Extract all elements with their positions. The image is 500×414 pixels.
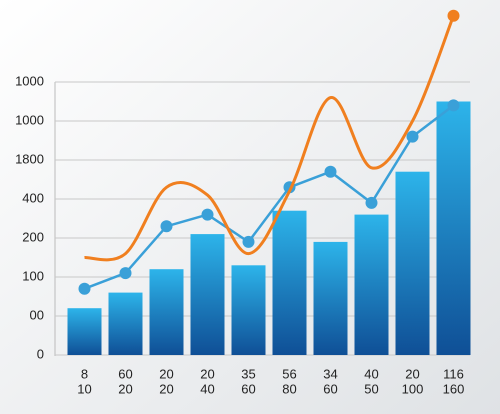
point xyxy=(201,208,214,221)
x-tick-label: 116 xyxy=(443,366,464,381)
point xyxy=(160,220,173,233)
point xyxy=(78,282,91,295)
bar xyxy=(190,234,225,355)
x-tick-label: 60 xyxy=(241,381,255,396)
x-tick-label: 10 xyxy=(77,381,91,396)
bar xyxy=(354,214,389,355)
line xyxy=(84,104,455,290)
point xyxy=(242,235,255,248)
bar xyxy=(313,241,348,355)
x-tick-label: 20 xyxy=(405,366,419,381)
x-tick-label: 80 xyxy=(282,381,296,396)
y-tick-label: 00 xyxy=(30,307,44,322)
point xyxy=(447,99,460,112)
bar xyxy=(395,171,430,355)
x-tick-label: 20 xyxy=(200,366,214,381)
x-tick-label: 100 xyxy=(402,381,424,396)
x-tick-label: 56 xyxy=(282,366,296,381)
bar xyxy=(108,292,143,355)
x-tick-label: 160 xyxy=(443,381,465,396)
x-tick-label: 60 xyxy=(323,381,337,396)
bar xyxy=(67,308,102,355)
y-tick-label: 1800 xyxy=(15,151,44,166)
y-tick-label: 1000 xyxy=(15,73,44,88)
y-tick-label: 200 xyxy=(22,229,44,244)
x-tick-label: 40 xyxy=(200,381,214,396)
bar xyxy=(436,101,471,355)
x-tick-label: 40 xyxy=(364,366,378,381)
curve xyxy=(84,15,455,262)
y-tick-label: 400 xyxy=(22,190,44,205)
end-point xyxy=(447,9,460,22)
x-tick-label: 50 xyxy=(364,381,378,396)
x-tick-label: 34 xyxy=(323,366,337,381)
x-tick-label: 20 xyxy=(118,381,132,396)
x-tick-label: 20 xyxy=(159,381,173,396)
x-tick-label: 8 xyxy=(81,366,88,381)
x-tick-label: 20 xyxy=(159,366,173,381)
x-tick-label: 35 xyxy=(241,366,255,381)
bar xyxy=(272,210,307,355)
point xyxy=(406,130,419,143)
y-tick-label: 1000 xyxy=(15,112,44,127)
bar xyxy=(149,269,184,355)
point xyxy=(324,165,337,178)
point xyxy=(119,267,132,280)
x-tick-label: 60 xyxy=(118,366,132,381)
point xyxy=(365,196,378,209)
bar xyxy=(231,265,266,355)
y-tick-label: 0 xyxy=(37,346,44,361)
y-tick-label: 100 xyxy=(22,268,44,283)
